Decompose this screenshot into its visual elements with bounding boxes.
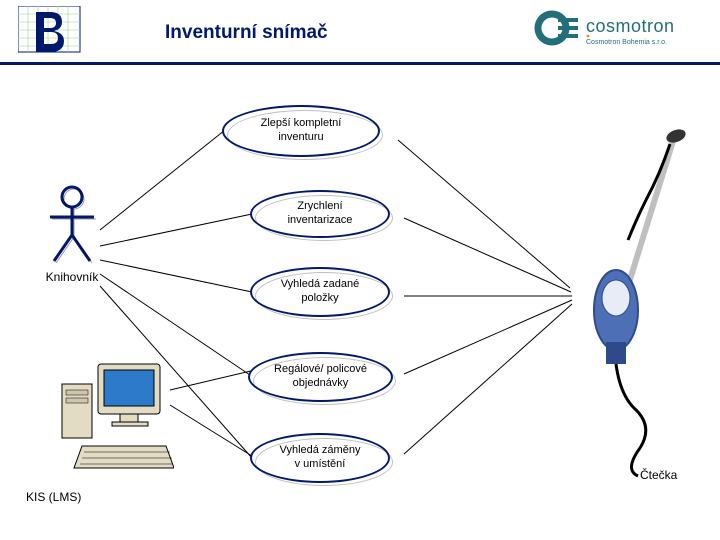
usecase-uc4: Regálové/ policové objednávky bbox=[248, 352, 393, 402]
usecase-uc1: Zlepší kompletní inventuru bbox=[222, 105, 380, 157]
usecase-uc3: Vyhledá zadané položky bbox=[250, 267, 390, 317]
usecase-uc2: Zrychlení inventarizace bbox=[250, 190, 390, 238]
usecase-uc5: Vyhledá záměny v umístění bbox=[250, 433, 390, 483]
